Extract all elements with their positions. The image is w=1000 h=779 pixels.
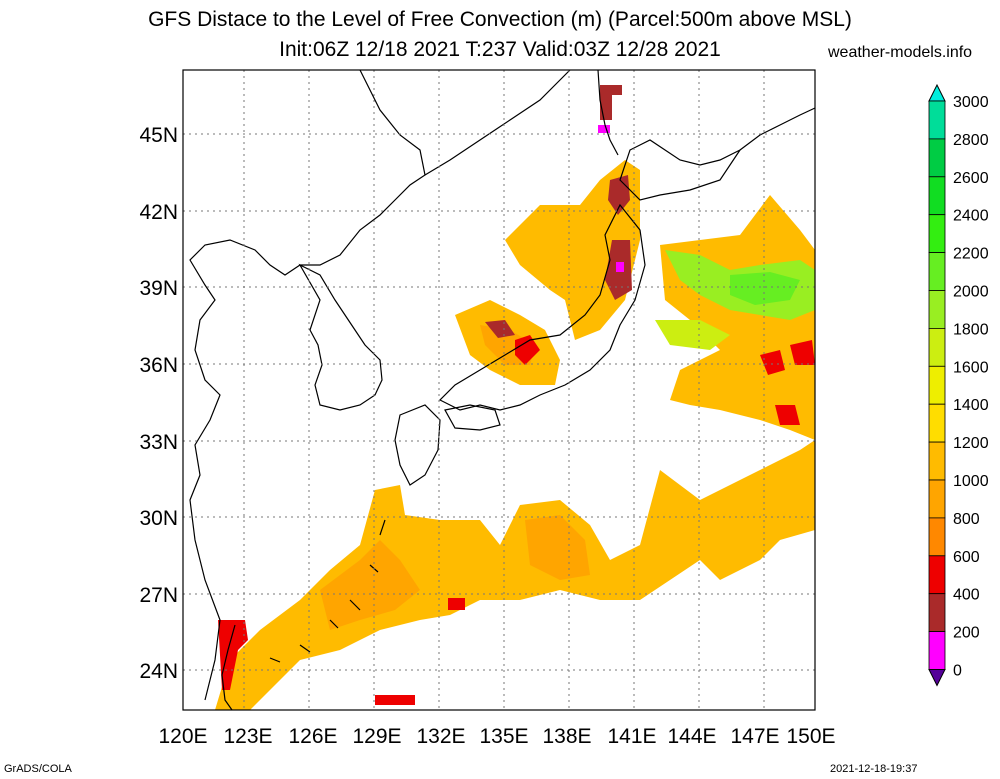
colorbar-segment [928, 403, 946, 443]
shade-north-top [600, 85, 622, 120]
coast-sakhalin [597, 70, 619, 156]
lat-axis: 45N 42N 39N 36N 33N 30N 27N 24N [139, 124, 178, 683]
shade-north-magenta [616, 262, 624, 272]
coast-kyushu [394, 404, 441, 486]
chart-title: GFS Distace to the Level of Free Convect… [148, 8, 852, 31]
colorbar-label: 1600 [953, 359, 989, 376]
lat-label: 24N [139, 660, 178, 683]
shade-south-belt [215, 440, 815, 710]
shade-central-red [485, 320, 515, 338]
shade-central-red2 [515, 335, 540, 365]
lat-label: 27N [139, 584, 178, 607]
shade-taiwan [218, 620, 248, 690]
lon-label: 135E [479, 725, 528, 748]
site-label: weather-models.info [828, 44, 973, 61]
colorbar-segment [928, 176, 946, 216]
lon-label: 141E [607, 725, 656, 748]
lat-label: 42N [139, 201, 178, 224]
lon-label: 147E [730, 725, 779, 748]
colorbar-label: 2600 [953, 170, 989, 187]
gridlines [183, 70, 815, 710]
colorbar-label: 2400 [953, 208, 989, 225]
colorbar-segment [928, 517, 946, 557]
shade-east-yellow [655, 320, 730, 350]
colorbar-label: 1800 [953, 321, 989, 338]
shade-south-orange [320, 540, 420, 630]
shade-east-red [760, 350, 785, 375]
colorbar-label: 200 [953, 625, 980, 642]
colorbar-segment [928, 631, 946, 670]
lon-label: 132E [416, 725, 465, 748]
colorbar-label: 3000 [953, 94, 989, 111]
lat-label: 39N [139, 277, 178, 300]
lat-label: 36N [139, 354, 178, 377]
colorbar-label: 2200 [953, 246, 989, 263]
lon-axis: 120E 123E 126E 129E 132E 135E 138E 141E … [158, 725, 835, 748]
footer-credit: GrADS/COLA [4, 763, 72, 775]
colorbar: 3000280026002400220020001800160014001200… [928, 83, 989, 687]
colorbar-label: 0 [953, 663, 962, 680]
coast-taiwan [221, 624, 236, 710]
lon-label: 120E [158, 725, 207, 748]
shade-south-red2 [448, 598, 465, 610]
colorbar-segment [928, 252, 946, 291]
coastlines [189, 70, 815, 710]
colorbar-segment [928, 214, 946, 253]
lon-label: 150E [786, 725, 835, 748]
shade-east-red3 [775, 405, 800, 425]
colorbar-label: 600 [953, 549, 980, 566]
coast-mainland [189, 70, 426, 701]
colorbar-label: 1200 [953, 435, 989, 452]
colorbar-segment [928, 479, 946, 519]
lon-label: 123E [223, 725, 272, 748]
map-frame [182, 69, 816, 711]
colorbar-label: 400 [953, 587, 980, 604]
colorbar-label: 1000 [953, 473, 989, 490]
lat-label: 33N [139, 431, 178, 454]
colorbar-segment [928, 593, 946, 633]
colorbar-bottom-arrow [928, 669, 946, 687]
lon-label: 129E [352, 725, 401, 748]
colorbar-label: 1400 [953, 397, 989, 414]
lon-label: 138E [542, 725, 591, 748]
lon-label: 126E [288, 725, 337, 748]
colorbar-segment [928, 100, 946, 140]
coast-kurils [739, 107, 815, 151]
colorbar-top-arrow [928, 83, 946, 102]
colorbar-label: 2800 [953, 132, 989, 149]
shade-north [505, 160, 640, 340]
shade-east-red2 [790, 340, 815, 365]
coast-primorye [424, 70, 571, 176]
shade-south-orange2 [525, 515, 590, 580]
lat-label: 45N [139, 124, 178, 147]
shade-east-green2 [730, 272, 800, 305]
colorbar-label: 800 [953, 511, 980, 528]
coast-honshu [438, 203, 646, 411]
lat-label: 30N [139, 507, 178, 530]
colorbar-segment [928, 327, 946, 367]
footer-timestamp: 2021-12-18-19:37 [830, 763, 918, 775]
chart-subtitle: Init:06Z 12/18 2021 T:237 Valid:03Z 12/2… [279, 38, 721, 61]
shade-south-red [375, 695, 415, 705]
lon-label: 144E [667, 725, 716, 748]
colorbar-segment [928, 138, 946, 178]
coast-korea [298, 263, 383, 411]
colorbar-segment [928, 441, 946, 481]
colorbar-segment [928, 365, 946, 405]
coast-hokkaido [619, 139, 742, 201]
shade-north-top-magenta [598, 125, 610, 133]
colorbar-label: 2000 [953, 284, 989, 301]
coast-shikoku [444, 404, 501, 431]
colorbar-segment [928, 290, 946, 329]
lfc-shading [215, 85, 815, 710]
colorbar-segment [928, 555, 946, 595]
